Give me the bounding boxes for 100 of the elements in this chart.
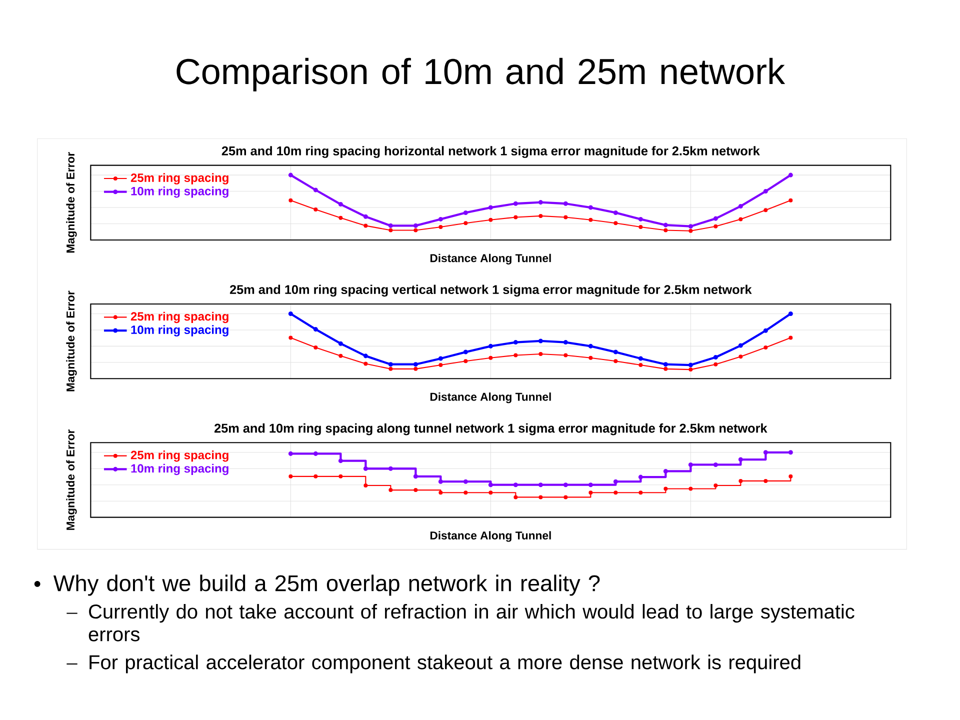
point [413, 362, 418, 367]
point [564, 215, 568, 220]
y-axis-title: Magnitude of Error [66, 152, 77, 253]
point [538, 482, 543, 488]
point [688, 224, 693, 229]
point [664, 486, 668, 491]
point [338, 202, 343, 207]
point [464, 490, 468, 495]
point [588, 344, 593, 348]
point [688, 228, 693, 233]
point [714, 224, 718, 228]
chart-title: 25m and 10m ring spacing vertical network 1 sigma error magnitude for 2.5km network [230, 284, 752, 297]
point [664, 228, 668, 232]
point [288, 172, 293, 178]
point [764, 208, 768, 212]
point [413, 474, 418, 479]
point [488, 344, 493, 348]
point [363, 466, 368, 471]
point [538, 338, 543, 344]
point [614, 221, 618, 226]
point [713, 462, 718, 467]
legend-label: 25m ring spacing [130, 450, 228, 462]
point [613, 350, 618, 354]
point [438, 490, 443, 495]
point [588, 482, 593, 488]
point [514, 495, 518, 500]
point [488, 218, 493, 222]
point [563, 482, 568, 488]
point [788, 198, 793, 202]
point [464, 221, 468, 226]
point [313, 451, 318, 456]
y-axis-title: Magnitude of Error [66, 429, 77, 530]
point [364, 224, 368, 228]
text: Comparison of 10m and 25m network [176, 58, 786, 92]
point [738, 204, 743, 208]
point [414, 228, 418, 232]
point [588, 218, 593, 222]
point [688, 486, 693, 491]
point [338, 354, 343, 358]
point [788, 172, 793, 178]
point [513, 340, 518, 345]
point [438, 216, 443, 222]
point [313, 188, 318, 192]
legend-label: 10m ring spacing [131, 325, 228, 336]
point [288, 336, 293, 340]
point [288, 311, 293, 316]
point [364, 362, 368, 366]
legend-label: 25m ring spacing [130, 173, 228, 184]
point [638, 474, 643, 480]
y-axis-title: Magnitude of Error [66, 290, 77, 392]
point [438, 479, 443, 484]
point [738, 217, 743, 222]
point [438, 224, 443, 230]
text: Why don't we build a 25m overlap network in reality ? [53, 574, 600, 596]
legend-label: 10m ring spacing [131, 186, 228, 198]
point [488, 490, 493, 495]
point [638, 490, 643, 495]
point [413, 223, 418, 228]
point [738, 343, 743, 348]
point [364, 484, 368, 488]
point [688, 362, 693, 368]
point [514, 215, 518, 220]
point [288, 451, 293, 456]
point [363, 214, 368, 219]
point [663, 362, 668, 367]
point [738, 457, 743, 462]
point [464, 359, 468, 364]
legend-label: 25m ring spacing [130, 312, 228, 324]
point [388, 466, 393, 471]
point [338, 216, 343, 220]
point [588, 205, 593, 210]
point [463, 350, 468, 354]
x-axis-title: Distance Along Tunnel [430, 392, 551, 404]
point [388, 223, 393, 228]
point [788, 311, 793, 316]
point [713, 216, 718, 221]
legend-label: 10m ring spacing [131, 464, 228, 476]
point [388, 228, 393, 232]
point [388, 362, 393, 367]
point [538, 352, 543, 356]
chart-title: 25m and 10m ring spacing along tunnel network 1 sigma error magnitude for 2.5km network [214, 423, 768, 436]
point [664, 366, 668, 371]
x-axis-title: Distance Along Tunnel [430, 254, 551, 264]
point [438, 356, 443, 361]
point [764, 478, 768, 483]
point [763, 450, 768, 455]
point [638, 363, 643, 368]
point [688, 462, 693, 467]
point [763, 189, 768, 194]
point [764, 345, 768, 350]
point [638, 224, 643, 230]
point [788, 336, 793, 340]
point [314, 345, 318, 350]
point [414, 366, 418, 371]
point [314, 474, 318, 478]
point [538, 200, 543, 205]
point [738, 478, 743, 483]
point [614, 490, 618, 495]
chart-title: 25m and 10m ring spacing horizontal network 1 sigma error magnitude for 2.5km network [222, 146, 760, 158]
point [488, 356, 493, 360]
